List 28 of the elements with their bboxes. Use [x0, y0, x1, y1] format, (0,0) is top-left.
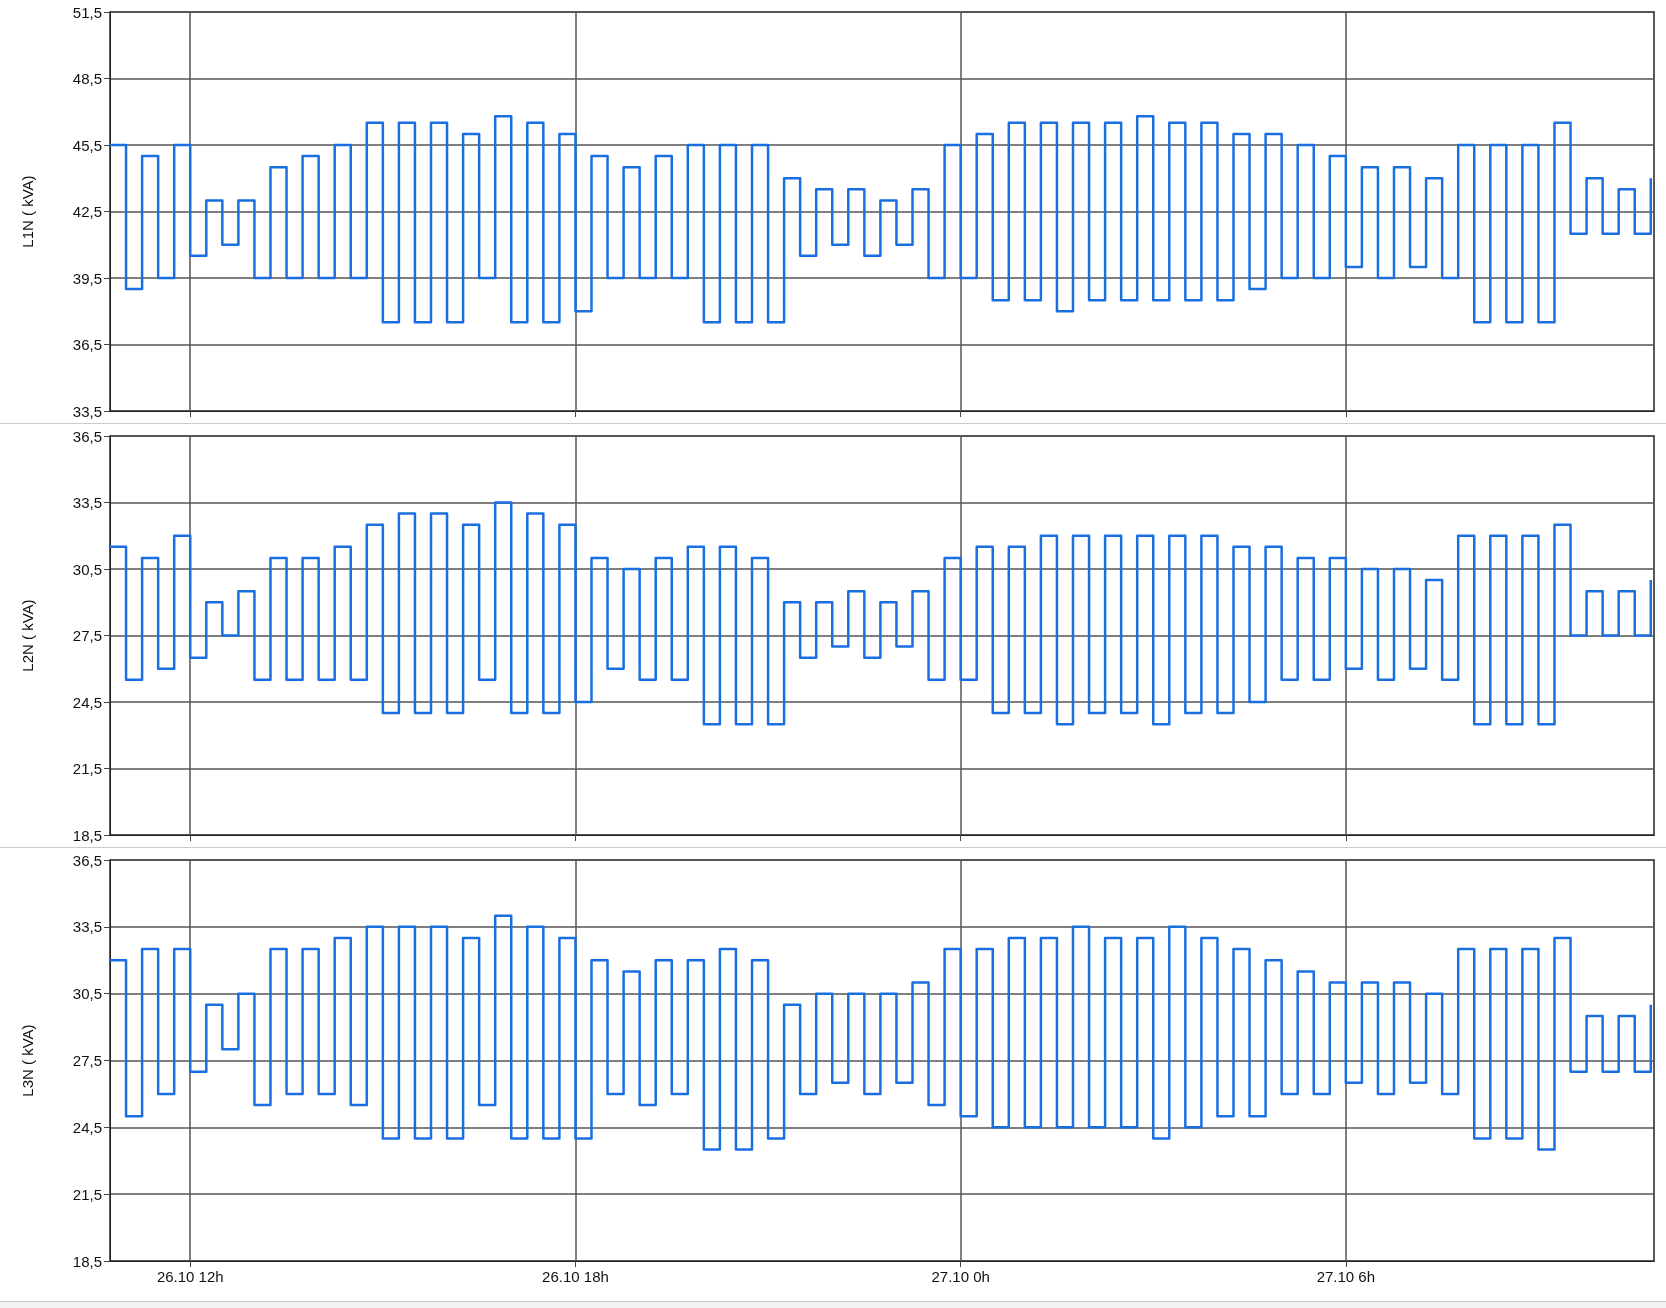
y-tick-label: 27,5 — [72, 1052, 102, 1069]
y-tick-label: 18,5 — [72, 1252, 102, 1270]
x-tick-label: 27.10 6h — [1316, 1268, 1376, 1285]
y-tick-label: 33,5 — [72, 918, 102, 936]
y-tick-label: 45,5 — [72, 136, 102, 154]
y-tick-label: 36,5 — [72, 851, 102, 869]
y-tick-label: 18,5 — [72, 826, 102, 844]
y-tick-label: 24,5 — [72, 1118, 102, 1136]
y-tick-label: 30,5 — [72, 560, 102, 578]
y-tick-label: 39,5 — [72, 269, 102, 287]
y-axis-title: L1N ( kVA) — [19, 175, 36, 248]
y-tick-label: 36,5 — [72, 336, 102, 353]
y-tick-label: 33,5 — [72, 402, 102, 420]
y-tick-label: 24,5 — [72, 693, 102, 711]
y-axis-title: L3N ( kVA) — [19, 1024, 36, 1097]
y-tick-label: 42,5 — [72, 203, 102, 220]
y-tick-label: 30,5 — [72, 985, 102, 1003]
y-tick-label: 21,5 — [72, 760, 102, 777]
y-tick-label: 21,5 — [72, 1185, 102, 1203]
y-tick-label: 27,5 — [72, 627, 102, 644]
y-tick-label: 48,5 — [72, 70, 102, 87]
x-tick-label: 27.10 0h — [931, 1268, 990, 1285]
x-tick-label: 26.10 18h — [542, 1268, 609, 1285]
y-tick-label: 36,5 — [72, 427, 102, 445]
y-axis-title: L2N ( kVA) — [19, 599, 36, 672]
x-tick-label: 26.10 12h — [156, 1268, 224, 1285]
y-tick-label: 51,5 — [72, 3, 102, 21]
y-tick-label: 33,5 — [72, 494, 102, 511]
